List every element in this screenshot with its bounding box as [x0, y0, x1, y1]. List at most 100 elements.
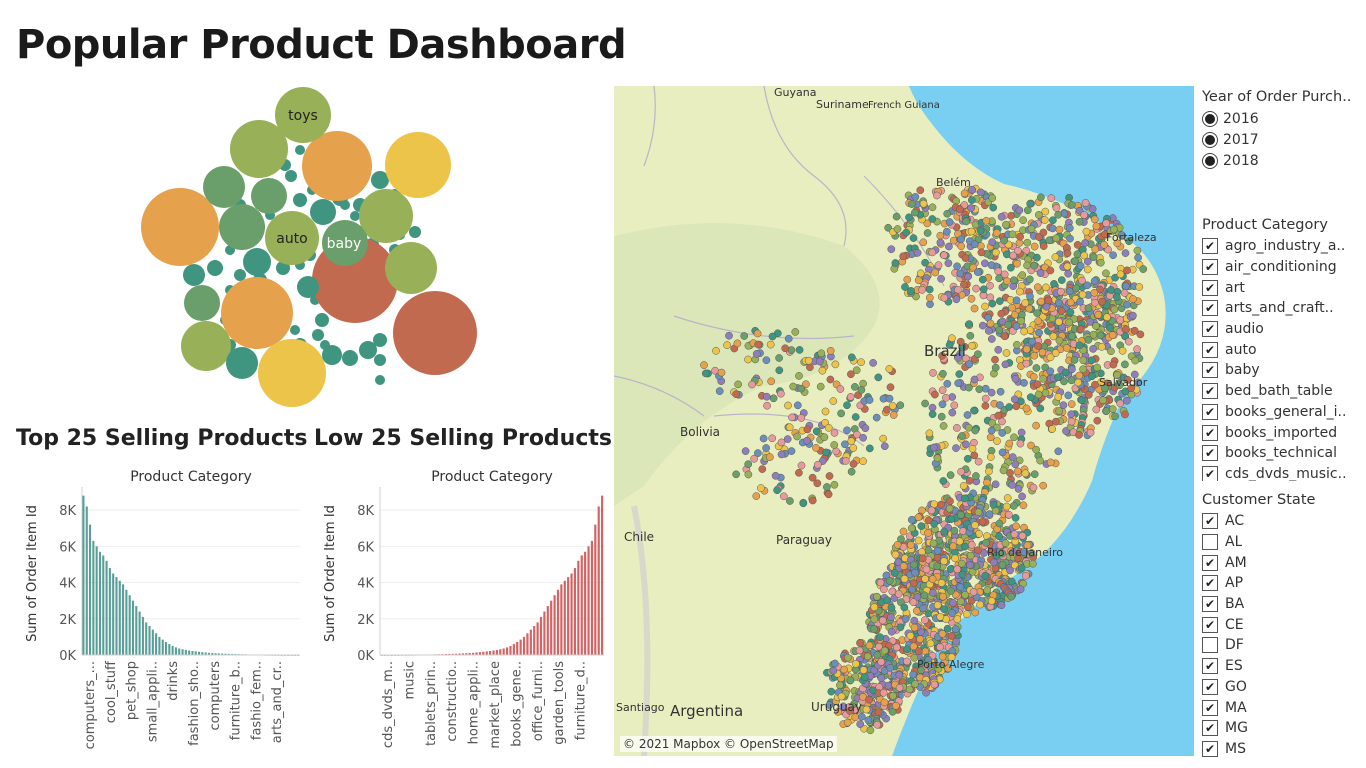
order-point[interactable] [948, 334, 956, 343]
order-point[interactable] [1055, 317, 1063, 326]
order-point[interactable] [989, 558, 998, 567]
order-point[interactable] [888, 707, 897, 716]
category-bubble[interactable] [409, 226, 421, 238]
order-point[interactable] [1004, 510, 1013, 519]
bar[interactable] [587, 546, 590, 655]
order-point[interactable] [947, 632, 956, 640]
order-point[interactable] [1108, 331, 1117, 339]
order-point[interactable] [920, 591, 929, 600]
order-point[interactable] [1034, 342, 1042, 350]
order-point[interactable] [959, 527, 967, 535]
order-point[interactable] [1087, 356, 1096, 365]
order-point[interactable] [987, 261, 996, 269]
order-point[interactable] [889, 691, 897, 700]
order-point[interactable] [891, 550, 900, 559]
bar[interactable] [141, 616, 144, 655]
order-point[interactable] [1019, 216, 1027, 225]
order-point[interactable] [1093, 416, 1102, 425]
bar[interactable] [526, 633, 529, 655]
order-point[interactable] [1048, 425, 1056, 433]
checkbox[interactable] [1202, 554, 1218, 571]
order-point[interactable] [1013, 467, 1022, 476]
order-point[interactable] [961, 542, 969, 551]
bar[interactable] [224, 653, 227, 655]
order-point[interactable] [779, 492, 788, 501]
order-point[interactable] [1017, 317, 1025, 325]
order-point[interactable] [1054, 447, 1063, 456]
order-point[interactable] [1092, 222, 1101, 231]
order-point[interactable] [1102, 269, 1110, 278]
order-point[interactable] [846, 676, 855, 685]
order-point[interactable] [1066, 308, 1075, 317]
order-point[interactable] [830, 441, 839, 449]
order-point[interactable] [950, 526, 959, 535]
order-point[interactable] [1090, 277, 1099, 285]
order-point[interactable] [900, 575, 909, 583]
order-point[interactable] [997, 309, 1006, 318]
order-point[interactable] [994, 411, 1003, 420]
category-item[interactable]: books_general_i.. [1202, 402, 1362, 423]
bar[interactable] [207, 652, 211, 655]
order-point[interactable] [797, 384, 806, 393]
order-point[interactable] [1109, 360, 1118, 369]
order-point[interactable] [797, 414, 806, 422]
order-point[interactable] [925, 293, 934, 302]
state-item[interactable]: AL [1202, 532, 1362, 553]
order-point[interactable] [970, 240, 979, 249]
order-point[interactable] [933, 546, 942, 555]
order-point[interactable] [1113, 293, 1121, 301]
checkbox[interactable] [1202, 637, 1218, 654]
order-point[interactable] [846, 393, 855, 401]
bar[interactable] [194, 651, 197, 655]
order-point[interactable] [886, 663, 895, 672]
order-point[interactable] [1110, 305, 1119, 314]
bar[interactable] [546, 606, 549, 655]
order-point[interactable] [1082, 227, 1091, 236]
order-point[interactable] [924, 529, 932, 537]
order-point[interactable] [1123, 396, 1131, 405]
order-point[interactable] [1068, 365, 1076, 374]
category-item[interactable]: air_conditioning [1202, 257, 1362, 278]
order-point[interactable] [945, 504, 954, 513]
bar[interactable] [573, 568, 577, 655]
bar[interactable] [161, 639, 164, 655]
order-point[interactable] [744, 470, 753, 479]
bar[interactable] [597, 506, 600, 655]
order-point[interactable] [944, 664, 953, 673]
order-point[interactable] [865, 396, 874, 404]
order-point[interactable] [1083, 257, 1092, 266]
order-point[interactable] [1120, 289, 1129, 297]
checkbox[interactable] [1202, 279, 1218, 296]
order-point[interactable] [968, 444, 977, 453]
order-point[interactable] [837, 692, 846, 701]
order-point[interactable] [1016, 585, 1025, 594]
checkbox[interactable] [1202, 616, 1218, 633]
order-point[interactable] [973, 268, 982, 276]
order-point[interactable] [1064, 269, 1073, 278]
order-point[interactable] [998, 448, 1007, 457]
order-point[interactable] [1064, 391, 1073, 400]
state-item[interactable]: DF [1202, 635, 1362, 656]
order-point[interactable] [822, 448, 830, 457]
order-point[interactable] [983, 586, 992, 595]
category-item[interactable]: audio [1202, 319, 1362, 340]
order-point[interactable] [1071, 257, 1079, 265]
order-point[interactable] [938, 629, 947, 638]
order-point[interactable] [957, 467, 965, 476]
bar[interactable] [164, 641, 168, 655]
checkbox[interactable] [1202, 658, 1218, 675]
order-point[interactable] [888, 587, 897, 596]
order-point[interactable] [897, 535, 905, 543]
order-point[interactable] [717, 368, 726, 377]
order-point[interactable] [961, 354, 970, 363]
order-point[interactable] [829, 666, 838, 675]
order-point[interactable] [1118, 231, 1126, 240]
order-point[interactable] [1123, 266, 1131, 275]
category-bubble[interactable] [234, 269, 246, 281]
order-point[interactable] [1061, 368, 1070, 377]
category-bubble[interactable] [183, 264, 205, 286]
order-point[interactable] [991, 355, 999, 364]
order-point[interactable] [967, 294, 976, 303]
order-point[interactable] [767, 377, 776, 386]
